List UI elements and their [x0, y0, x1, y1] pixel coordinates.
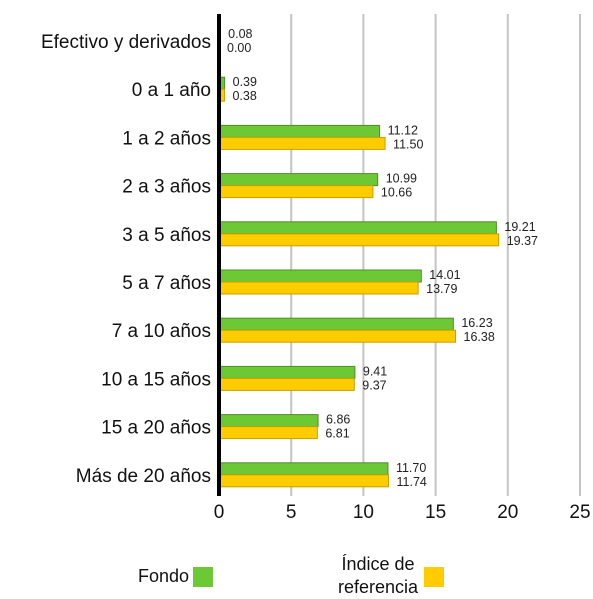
data-label-fondo: 11.70 — [396, 461, 426, 475]
bar-fondo — [218, 124, 381, 138]
bar-indice — [218, 474, 390, 488]
bar-indice — [218, 281, 419, 295]
bar-indice — [218, 233, 500, 247]
bar-fondo — [218, 414, 319, 428]
x-tick-label-5: 5 — [286, 502, 297, 523]
category-label: Efectivo y derivados — [41, 32, 211, 53]
category-label: 10 a 15 años — [101, 369, 211, 390]
bar-fondo — [218, 462, 389, 476]
data-label-indice: 6.81 — [325, 427, 349, 441]
category-label: 5 a 7 años — [122, 273, 211, 294]
legend-swatch-indice — [424, 567, 445, 587]
data-label-indice: 16.38 — [464, 330, 495, 344]
bar-fondo — [218, 317, 454, 331]
data-label-indice: 11.74 — [397, 475, 427, 489]
x-tick-label-10: 10 — [353, 502, 374, 523]
data-label-fondo: 19.21 — [504, 220, 535, 234]
data-label-fondo: 6.86 — [326, 413, 350, 427]
bar-indice — [218, 426, 318, 440]
data-label-indice: 0.00 — [227, 41, 251, 55]
bar-fondo — [218, 221, 497, 235]
bar-indice — [218, 377, 355, 391]
data-label-fondo: 0.08 — [228, 27, 252, 41]
data-label-fondo: 0.39 — [233, 75, 257, 89]
data-label-fondo: 10.99 — [386, 172, 417, 186]
data-label-fondo: 9.41 — [363, 364, 387, 378]
data-label-fondo: 16.23 — [461, 316, 492, 330]
data-label-indice: 19.37 — [507, 234, 538, 248]
bar-indice — [218, 185, 374, 199]
x-tick-label-25: 25 — [569, 502, 590, 523]
legend-label-indice-line1: Índice de — [341, 554, 415, 574]
data-label-indice: 13.79 — [426, 282, 457, 296]
legend-item-indice: Índice de referencia — [338, 553, 445, 599]
x-tick-label-15: 15 — [425, 502, 446, 523]
data-label-indice: 10.66 — [381, 186, 412, 200]
category-label: 2 a 3 años — [122, 177, 211, 198]
legend-label-fondo: Fondo — [138, 566, 190, 586]
x-tick-label-20: 20 — [497, 502, 518, 523]
data-label-fondo: 14.01 — [429, 268, 460, 282]
category-label: 0 a 1 año — [132, 80, 211, 101]
category-labels: Efectivo y derivados 0 a 1 año 1 a 2 años 2… — [41, 32, 211, 487]
category-label: 15 a 20 años — [101, 418, 211, 439]
bar-indice — [218, 329, 457, 343]
bar-fondo — [218, 173, 379, 187]
bars — [218, 28, 500, 488]
legend-item-fondo: Fondo — [138, 566, 214, 587]
data-label-indice: 9.37 — [362, 378, 386, 392]
category-label: Más de 20 años — [76, 466, 211, 487]
legend-label-indice-line2: referencia — [338, 577, 419, 597]
x-tick-label-0: 0 — [214, 502, 225, 523]
category-label: 3 a 5 años — [122, 225, 211, 246]
bar-fondo — [218, 269, 422, 283]
category-label: 7 a 10 años — [112, 321, 211, 342]
data-label-fondo: 11.12 — [388, 123, 418, 137]
x-tick-labels: 0 5 10 15 20 25 — [214, 502, 591, 523]
bar-indice — [218, 136, 386, 150]
category-label: 1 a 2 años — [122, 128, 211, 149]
bar-fondo — [218, 365, 356, 379]
data-label-indice: 11.50 — [393, 137, 423, 151]
legend-swatch-fondo — [193, 566, 214, 587]
data-label-indice: 0.38 — [232, 89, 256, 103]
